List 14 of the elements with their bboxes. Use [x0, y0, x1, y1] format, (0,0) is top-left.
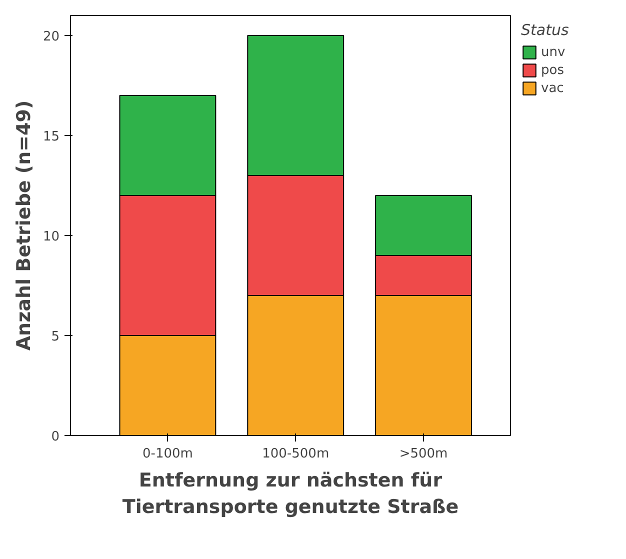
x-tick-label: 100-500m — [262, 446, 330, 462]
y-tick-label: 20 — [42, 30, 60, 44]
legend-title: Status — [521, 21, 570, 39]
legend-label: pos — [541, 62, 565, 78]
y-tick-label: 0 — [51, 430, 60, 444]
legend-label: vac — [541, 80, 565, 96]
x-axis-title: Entfernung zur nächsten für Tiertransporte genutzte Straße — [122, 470, 459, 518]
legend-label: unv — [541, 44, 566, 60]
y-tick-label: 10 — [42, 230, 60, 244]
y-tick-label: 15 — [42, 130, 60, 144]
x-tick-label: >500m — [399, 446, 448, 462]
y-tick-label: 5 — [51, 330, 60, 344]
x-tick-label: 0-100m — [142, 446, 193, 462]
y-axis-title: Anzahl Betriebe (n=49) — [12, 100, 35, 351]
